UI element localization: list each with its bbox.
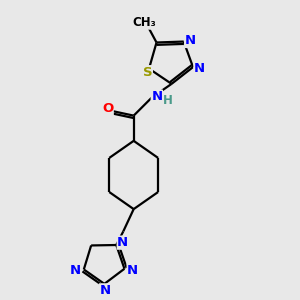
Text: CH₃: CH₃ (133, 16, 157, 29)
Text: N: N (185, 34, 196, 47)
Text: N: N (194, 62, 205, 75)
Text: N: N (151, 90, 162, 103)
Text: H: H (163, 94, 172, 107)
Text: N: N (99, 284, 110, 297)
Text: N: N (117, 236, 128, 249)
Text: S: S (143, 66, 152, 79)
Text: O: O (102, 102, 113, 115)
Text: N: N (127, 264, 138, 277)
Text: N: N (70, 265, 81, 278)
